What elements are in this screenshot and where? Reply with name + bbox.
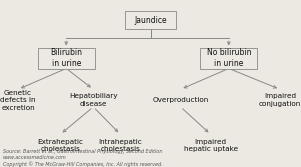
Text: Jaundice: Jaundice	[134, 16, 167, 25]
Text: Extrahepatic
cholestasis: Extrahepatic cholestasis	[37, 139, 83, 152]
Text: Impaired
conjugation: Impaired conjugation	[259, 94, 301, 107]
Text: Genetic
defects in
excretion: Genetic defects in excretion	[0, 90, 36, 111]
Text: Hepatobiliary
disease: Hepatobiliary disease	[69, 94, 118, 107]
FancyBboxPatch shape	[38, 48, 95, 69]
Text: No bilirubin
in urine: No bilirubin in urine	[206, 48, 251, 68]
Text: Impaired
hepatic uptake: Impaired hepatic uptake	[184, 139, 238, 152]
Text: Source: Barrett et al., Gastrointestinal Physiology, Second Edition
www.accessme: Source: Barrett et al., Gastrointestinal…	[3, 149, 163, 167]
FancyBboxPatch shape	[200, 48, 257, 69]
Text: Intrahepatic
cholestasis: Intrahepatic cholestasis	[98, 139, 142, 152]
FancyBboxPatch shape	[125, 11, 176, 29]
Text: Overproduction: Overproduction	[153, 97, 209, 103]
Text: Bilirubin
in urine: Bilirubin in urine	[50, 48, 82, 68]
